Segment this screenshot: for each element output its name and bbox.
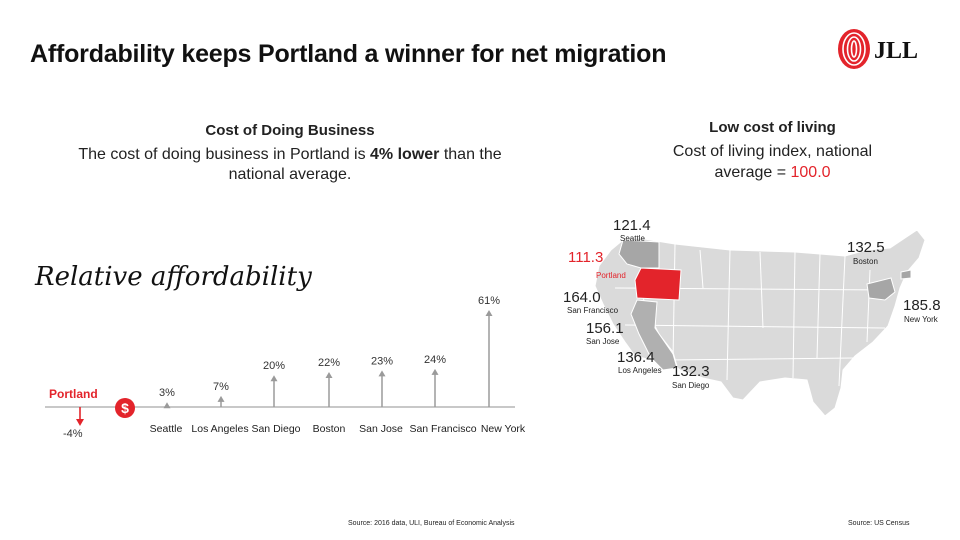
oregon-state-shape — [634, 267, 682, 301]
cost-living-heading: Low cost of living — [709, 119, 836, 136]
map-value: 136.4 — [617, 349, 655, 366]
bar-value-label: 23% — [371, 355, 393, 367]
source-note-left: Source: 2016 data, ULI, Bureau of Econom… — [348, 520, 515, 527]
bar-value-label: 61% — [478, 295, 500, 307]
jll-logo-text: JLL — [874, 38, 918, 64]
bar-value-label: 24% — [424, 354, 446, 366]
map-city: San Francisco — [567, 306, 619, 315]
map-value: 164.0 — [563, 289, 601, 306]
jll-logo-mark — [838, 29, 870, 69]
bar-value-label: 7% — [213, 381, 229, 393]
map-label-san-jose: 156.1 San Jose — [586, 320, 624, 346]
category-label: San Diego — [251, 423, 300, 435]
cost-living-text: Cost of living index, national average =… — [645, 141, 900, 183]
map-label-san-diego: 132.3 San Diego — [672, 363, 710, 390]
map-label-seattle: 121.4 Seattle — [613, 217, 651, 243]
page-title: Affordability keeps Portland a winner fo… — [30, 40, 667, 68]
map-value: 156.1 — [586, 320, 624, 337]
map-label-portland: 111.3 Portland — [568, 249, 626, 280]
bar-arrowhead — [217, 395, 225, 402]
map-city: Seattle — [620, 234, 645, 243]
map-city: San Diego — [672, 381, 710, 390]
highlight-city-label: Portland — [49, 387, 98, 401]
new-york-state-shape — [866, 277, 896, 301]
map-label-los-angeles: 136.4 Los Angeles — [617, 349, 662, 375]
map-value: 121.4 — [613, 217, 651, 234]
cost-business-text-end: than the national average. — [228, 146, 502, 183]
svg-text:$: $ — [121, 400, 129, 416]
category-label: San Francisco — [409, 423, 476, 435]
cost-business-heading: Cost of Doing Business — [205, 122, 375, 139]
us-cost-of-living-map: 121.4 Seattle 111.3 Portland 164.0 San F… — [563, 217, 941, 417]
map-label-san-francisco: 164.0 San Francisco — [563, 289, 619, 315]
bar-value-label: 22% — [318, 357, 340, 369]
category-label: San Jose — [359, 423, 403, 435]
bar-arrowhead — [378, 370, 386, 377]
affordability-chart: Portland -4% $ 3% Seattle 7% Los Angeles 20%… — [45, 295, 526, 440]
map-city: Portland — [596, 271, 626, 280]
map-value: 132.3 — [672, 363, 710, 380]
map-city: Los Angeles — [618, 366, 662, 375]
cost-living-national-value: 100.0 — [790, 164, 831, 181]
map-value: 111.3 — [568, 249, 603, 266]
chart-bars: 3% Seattle 7% Los Angeles 20% San Diego 22% Bos… — [150, 295, 526, 435]
map-value: 185.8 — [903, 297, 941, 314]
bar-arrowhead — [325, 372, 333, 379]
map-value: 132.5 — [847, 239, 885, 256]
relative-affordability-title: Relative affordability — [35, 262, 312, 292]
bar-arrowhead — [270, 375, 278, 382]
map-city: Boston — [853, 257, 878, 266]
highlight-arrow-head — [76, 419, 84, 426]
dollar-icon: $ — [115, 398, 135, 418]
category-label: Seattle — [150, 423, 183, 435]
jll-logo: JLL — [838, 29, 918, 69]
bar-arrowhead — [163, 402, 171, 409]
map-city: New York — [904, 315, 939, 324]
massachusetts-state-shape — [900, 269, 912, 280]
bar-arrowhead — [431, 368, 439, 375]
bar-value-label: 20% — [263, 360, 285, 372]
cost-business-highlight: 4% lower — [370, 146, 440, 163]
category-label: Boston — [313, 423, 346, 435]
category-label: New York — [481, 423, 526, 435]
map-label-boston: 132.5 Boston — [847, 239, 885, 266]
category-label: Los Angeles — [191, 423, 248, 435]
bar-value-label: 3% — [159, 387, 175, 399]
highlight-value-label: -4% — [63, 428, 83, 440]
bar-arrowhead — [485, 310, 493, 316]
cost-living-text-start: Cost of living index, national average = — [672, 143, 873, 181]
california-state-shape — [630, 299, 678, 371]
cost-business-text: The cost of doing business in Portland i… — [60, 145, 520, 185]
map-label-new-york: 185.8 New York — [903, 297, 941, 324]
source-note-right: Source: US Census — [848, 520, 910, 527]
cost-business-text-start: The cost of doing business in Portland i… — [78, 146, 371, 163]
map-city: San Jose — [586, 337, 620, 346]
